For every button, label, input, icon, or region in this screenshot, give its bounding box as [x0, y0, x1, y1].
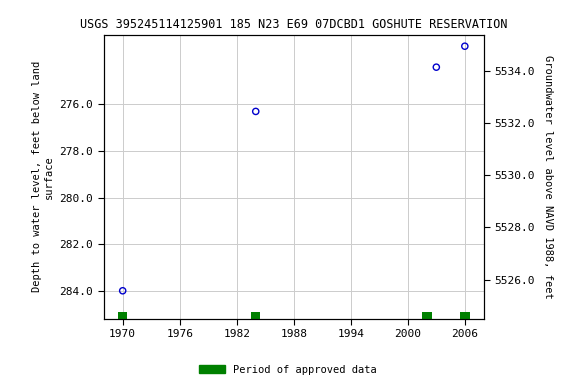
- Point: [251, 108, 260, 114]
- Y-axis label: Depth to water level, feet below land
surface: Depth to water level, feet below land su…: [32, 61, 54, 292]
- Bar: [460, 313, 469, 319]
- Point: [431, 64, 441, 70]
- Bar: [118, 313, 127, 319]
- Bar: [422, 313, 431, 319]
- Point: [118, 288, 127, 294]
- Legend: Period of approved data: Period of approved data: [195, 361, 381, 379]
- Point: [460, 43, 469, 49]
- Title: USGS 395245114125901 185 N23 E69 07DCBD1 GOSHUTE RESERVATION: USGS 395245114125901 185 N23 E69 07DCBD1…: [80, 18, 507, 31]
- Bar: [251, 313, 260, 319]
- Y-axis label: Groundwater level above NAVD 1988, feet: Groundwater level above NAVD 1988, feet: [543, 55, 553, 298]
